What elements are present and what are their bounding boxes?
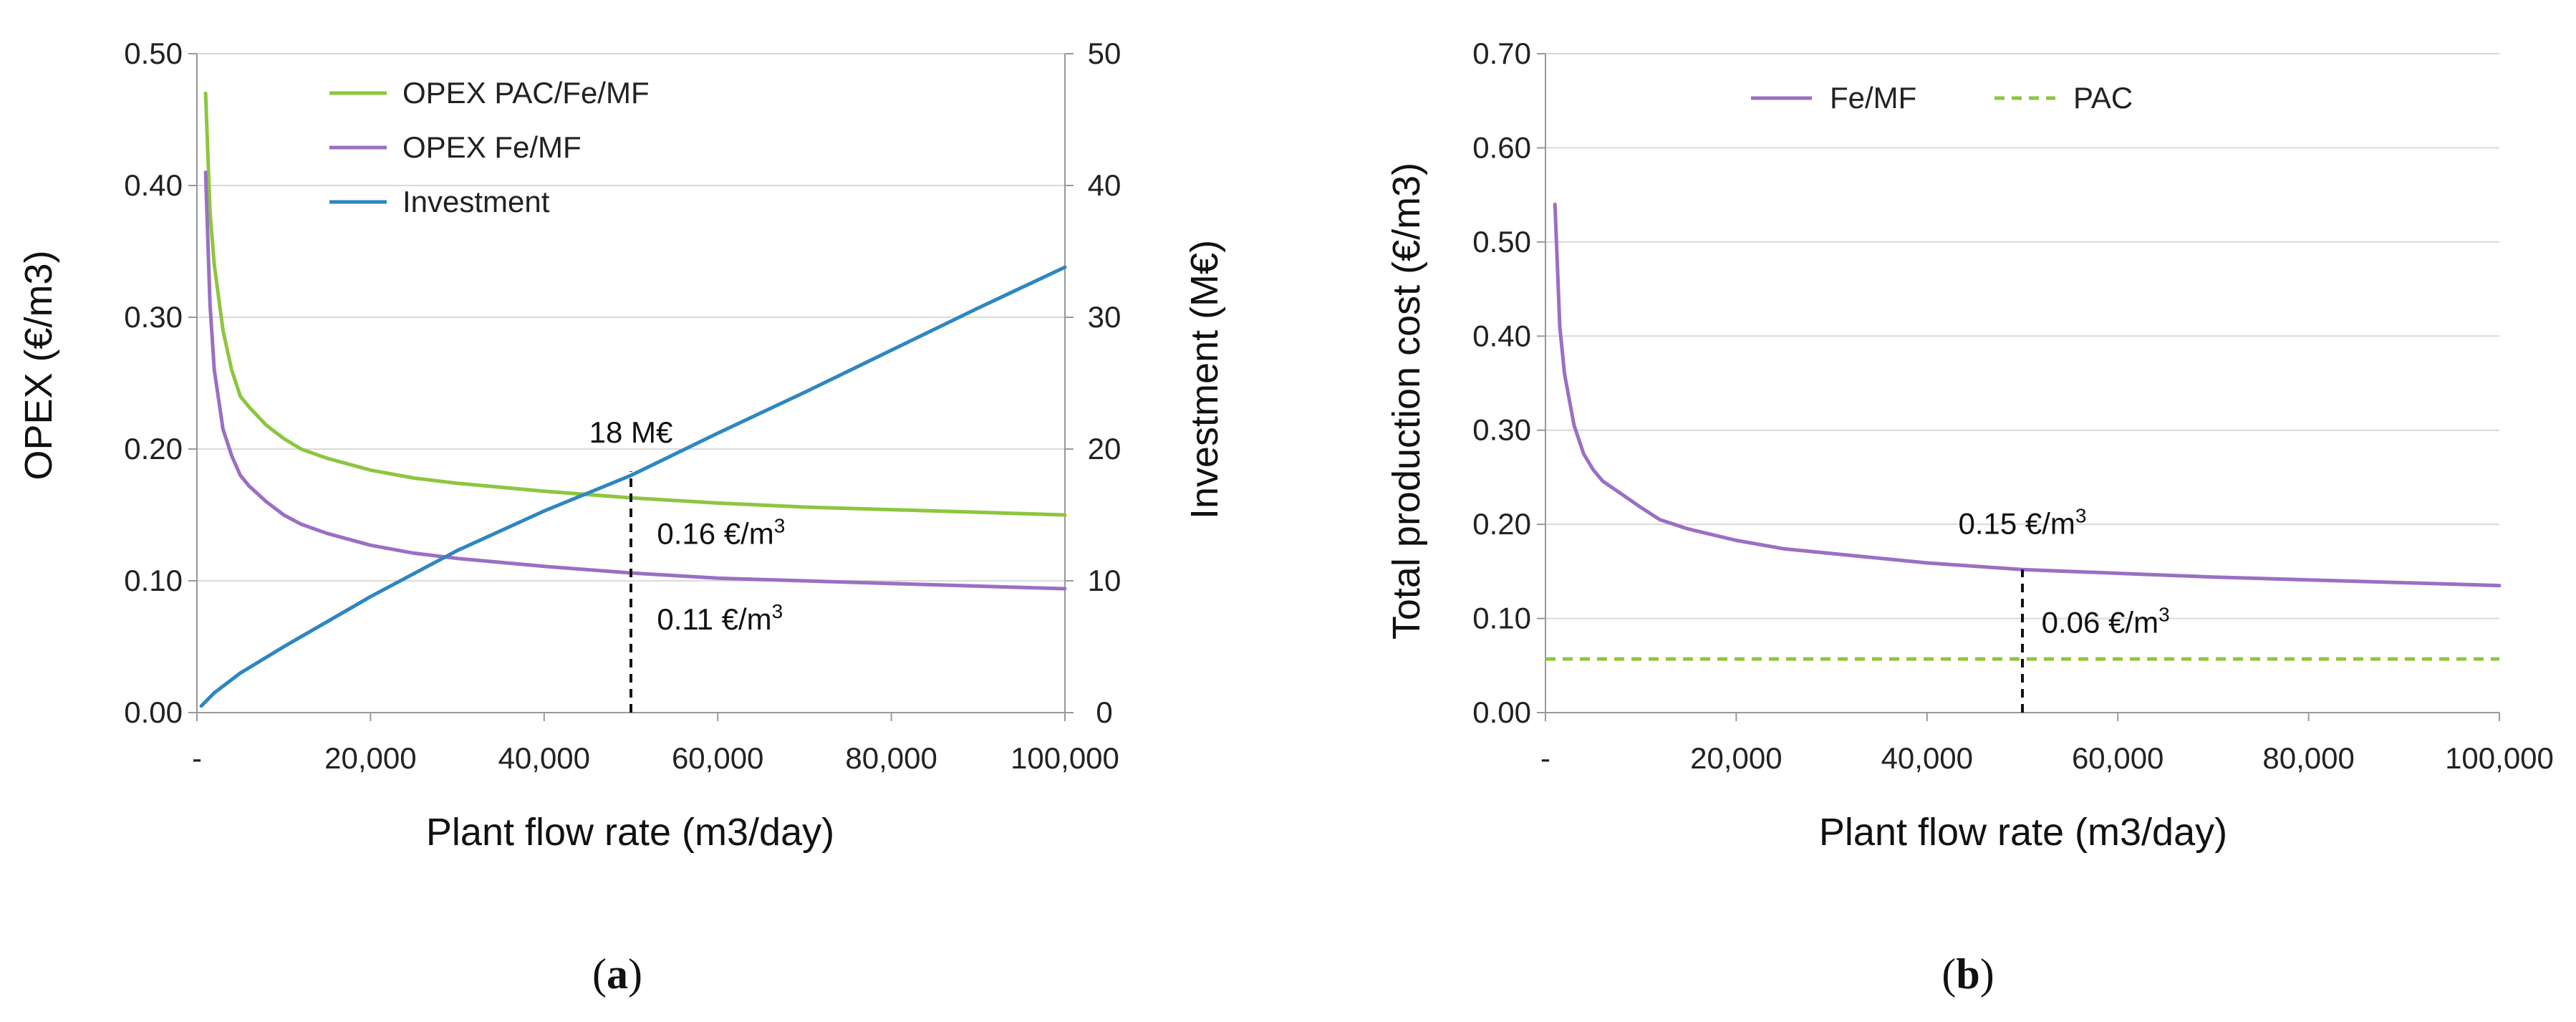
x-tick-label: 40,000 [498,741,590,775]
chart-a-y2-tick-labels: 0 10 20 30 40 50 [1088,37,1121,729]
chart-b-annotations: 0.15 €/m3 0.06 €/m3 [1958,504,2169,639]
series-line-opex-pac-fe-mf [203,91,1067,517]
y-tick-label: 0.00 [1472,695,1531,729]
y2-tick-label: 20 [1088,432,1121,466]
x-tick-label: 100,000 [2445,741,2554,775]
chart-a-legend: OPEX PAC/Fe/MF OPEX Fe/MF Investment [329,76,650,218]
chart-a-x-axis-title: Plant flow rate (m3/day) [426,811,834,854]
y-tick-label: 0.40 [1472,319,1531,352]
y-tick-label: 0.40 [124,168,183,202]
y-tick-label: 0.30 [1472,413,1531,447]
chart-b-legend: Fe/MF PAC [1751,81,2133,115]
y-tick-label: 0.00 [124,695,183,729]
chart-b-y-tick-labels: 0.00 0.10 0.20 0.30 0.40 0.50 0.60 0.70 [1472,37,1531,729]
x-tick-label: - [1540,741,1550,775]
x-tick-label: 100,000 [1010,741,1119,775]
x-tick-label: 60,000 [2072,741,2163,775]
chart-a-annotations: 18 M€ 0.16 €/m3 0.11 €/m3 [589,415,786,636]
y2-tick-label: 40 [1088,168,1121,202]
annotation-label: 0.15 €/m3 [1958,504,2086,540]
y-tick-label: 0.60 [1472,130,1531,164]
y2-tick-label: 30 [1088,300,1121,334]
series-line-fe-mf [1553,202,2502,588]
chart-a-y-tick-labels: 0.00 0.10 0.20 0.30 0.40 0.50 [124,37,183,729]
x-tick-label: 20,000 [1690,741,1782,775]
x-tick-label: 40,000 [1881,741,1973,775]
y2-tick-label: 0 [1096,695,1112,729]
chart-b-y-axis-title: Total production cost (€/m3) [1385,163,1428,640]
x-tick-label: - [192,741,202,775]
legend-label-opex-pac-fe-mf: OPEX PAC/Fe/MF [402,76,650,110]
chart-a-gridlines [197,53,1065,582]
y-tick-label: 0.20 [1472,507,1531,541]
chart-b-series [1545,202,2502,661]
chart-b-x-axis-title: Plant flow rate (m3/day) [1819,811,2227,854]
y-tick-label: 0.70 [1472,37,1531,70]
y-tick-label: 0.50 [1472,225,1531,259]
chart-a-series [199,91,1067,708]
x-tick-label: 60,000 [672,741,763,775]
series-line-opex-fe-mf [203,170,1067,591]
x-tick-label: 20,000 [324,741,416,775]
legend-label-fe-mf: Fe/MF [1830,81,1916,115]
y-tick-label: 0.50 [124,37,183,70]
chart-a: 0.00 0.10 0.20 0.30 0.40 0.50 0 10 20 30 40 50 - 20… [17,37,1226,998]
annotation-label: 0.06 €/m3 [2042,603,2170,639]
chart-a-x-tick-labels: - 20,000 40,000 60,000 80,000 100,000 [192,741,1119,775]
chart-b-x-tick-labels: - 20,000 40,000 60,000 80,000 100,000 [1540,741,2554,775]
series-line-investment [199,265,1067,708]
chart-b-sub-label: (b) [1941,950,1994,998]
legend-label-pac: PAC [2073,81,2133,115]
legend-label-opex-fe-mf: OPEX Fe/MF [402,130,582,164]
annotation-label: 18 M€ [589,415,673,449]
y2-tick-label: 50 [1088,37,1121,70]
annotation-label: 0.16 €/m3 [657,514,785,550]
chart-a-y2-axis-title: Investment (M€) [1183,240,1226,519]
legend-label-investment: Investment [402,185,550,218]
y2-tick-label: 10 [1088,564,1121,597]
y-tick-label: 0.30 [124,300,183,334]
y-tick-label: 0.10 [124,564,183,597]
x-tick-label: 80,000 [2262,741,2354,775]
chart-a-y-axis-title: OPEX (€/m3) [17,250,60,480]
chart-a-sub-label: (a) [592,950,642,998]
x-tick-label: 80,000 [845,741,937,775]
y-tick-label: 0.10 [1472,602,1531,635]
annotation-label: 0.11 €/m3 [657,600,783,636]
y-tick-label: 0.20 [124,432,183,466]
chart-b: 0.00 0.10 0.20 0.30 0.40 0.50 0.60 0.70 - 20,000… [1385,37,2554,998]
